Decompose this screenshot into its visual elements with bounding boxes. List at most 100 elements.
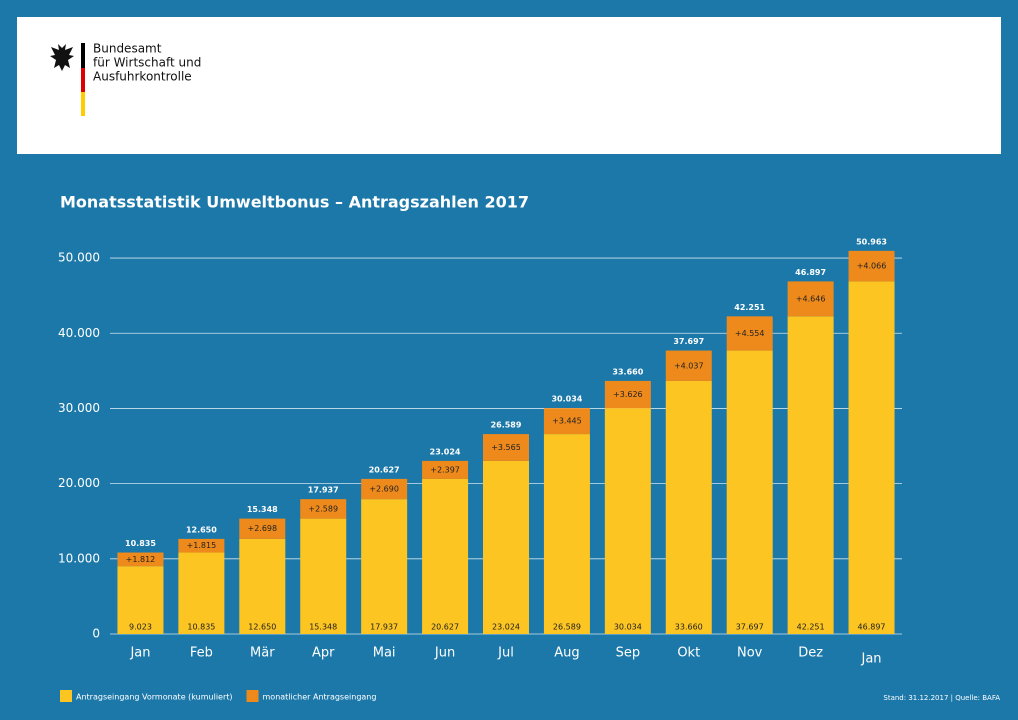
flag-red [81, 68, 85, 92]
total-label: 12.650 [186, 525, 217, 534]
value-label: +3.445 [552, 417, 582, 426]
bar-segment [787, 281, 834, 317]
flag-gold [81, 92, 85, 116]
bar-segment [543, 434, 590, 634]
y-tick-label: 20.000 [58, 476, 100, 490]
value-label: 30.034 [614, 623, 642, 632]
total-label: 46.897 [795, 268, 826, 277]
bar-segment [787, 316, 834, 634]
value-label: +2.690 [369, 485, 399, 494]
x-tick-label: Mai [373, 646, 396, 661]
bar-segment [117, 566, 164, 634]
bar-segment [665, 380, 712, 634]
bar-segment [483, 460, 529, 634]
y-tick-label: 10.000 [58, 551, 100, 565]
bar-segment [848, 281, 895, 634]
x-tick-label: Jun [434, 646, 455, 661]
value-label: 20.627 [431, 623, 459, 632]
bar-segment [848, 250, 895, 282]
x-tick-label: Jan [129, 646, 150, 661]
value-label: +2.589 [308, 504, 338, 513]
org-line: Ausfuhrkontrolle [93, 70, 192, 84]
source: Stand: 31.12.2017 | Quelle: BAFA [883, 694, 1000, 702]
value-label: +1.812 [126, 555, 156, 564]
bar-segment [178, 552, 225, 634]
value-label: 26.589 [553, 623, 581, 632]
bar-segment [239, 538, 286, 634]
eagle-logo [50, 44, 74, 71]
org-line: für Wirtschaft und [93, 56, 201, 70]
value-label: 10.835 [187, 623, 215, 632]
total-label: 30.034 [551, 395, 582, 404]
total-label: 50.963 [856, 237, 887, 246]
total-label: 33.660 [612, 367, 643, 376]
bar-segment [361, 478, 408, 500]
value-label: +3.565 [491, 443, 521, 452]
value-label: +4.066 [857, 262, 887, 271]
bar-segment [422, 460, 469, 479]
total-label: 17.937 [308, 486, 339, 495]
value-label: 9.023 [129, 623, 152, 632]
y-tick-label: 30.000 [58, 401, 100, 415]
value-label: 23.024 [492, 623, 520, 632]
flag-black [81, 43, 85, 68]
x-tick-label: Jan [861, 652, 882, 667]
value-label: 15.348 [309, 623, 337, 632]
value-label: +3.626 [613, 390, 643, 399]
total-label: 37.697 [673, 337, 704, 346]
bar-segment [483, 434, 529, 461]
bar-segment [178, 538, 225, 553]
bar-segment [300, 499, 347, 519]
legend-label: Antragseingang Vormonate (kumuliert) [76, 693, 233, 702]
value-label: 12.650 [248, 623, 276, 632]
x-tick-label: Aug [554, 646, 579, 661]
value-label: 33.660 [675, 623, 703, 632]
legend-label: monatlicher Antragseingang [263, 693, 377, 702]
value-label: +4.554 [735, 329, 765, 338]
x-tick-label: Mär [250, 646, 275, 661]
bar-segment [665, 350, 712, 381]
value-label: +2.397 [430, 465, 460, 474]
legend-swatch [60, 690, 72, 702]
y-tick-label: 50.000 [58, 251, 100, 265]
y-tick-label: 0 [92, 627, 100, 641]
bar-segment [604, 380, 651, 409]
bar-segment [726, 350, 773, 634]
bar-segment [239, 518, 286, 539]
x-tick-label: Jul [497, 646, 514, 661]
bar-segment [604, 408, 651, 634]
x-tick-label: Dez [798, 646, 823, 661]
value-label: 42.251 [797, 623, 825, 632]
total-label: 26.589 [491, 421, 522, 430]
org-line: Bundesamt [93, 42, 162, 56]
x-tick-label: Nov [737, 646, 763, 661]
total-label: 15.348 [247, 505, 278, 514]
total-label: 10.835 [125, 539, 156, 548]
total-label: 20.627 [369, 465, 400, 474]
x-tick-label: Apr [312, 646, 335, 661]
bar-segment [300, 518, 347, 634]
value-label: +1.815 [187, 541, 217, 550]
x-tick-label: Okt [677, 646, 700, 661]
x-tick-label: Feb [190, 646, 213, 661]
chart-title: Monatsstatistik Umweltbonus – Antragszah… [60, 193, 529, 212]
value-label: +4.646 [796, 294, 826, 303]
value-label: 46.897 [858, 623, 886, 632]
value-label: +2.698 [248, 524, 278, 533]
bar-segment [117, 552, 164, 567]
value-label: 17.937 [370, 623, 398, 632]
bar-segment [543, 408, 590, 435]
y-tick-label: 40.000 [58, 326, 100, 340]
bar-segment [726, 316, 773, 351]
legend-swatch [246, 690, 259, 702]
total-label: 42.251 [734, 303, 765, 312]
bar-segment [422, 478, 469, 634]
header-box [17, 17, 1001, 154]
value-label: +4.037 [674, 361, 704, 370]
total-label: 23.024 [430, 447, 461, 456]
x-tick-label: Sep [616, 646, 641, 661]
bar-segment [361, 499, 408, 634]
value-label: 37.697 [736, 623, 764, 632]
